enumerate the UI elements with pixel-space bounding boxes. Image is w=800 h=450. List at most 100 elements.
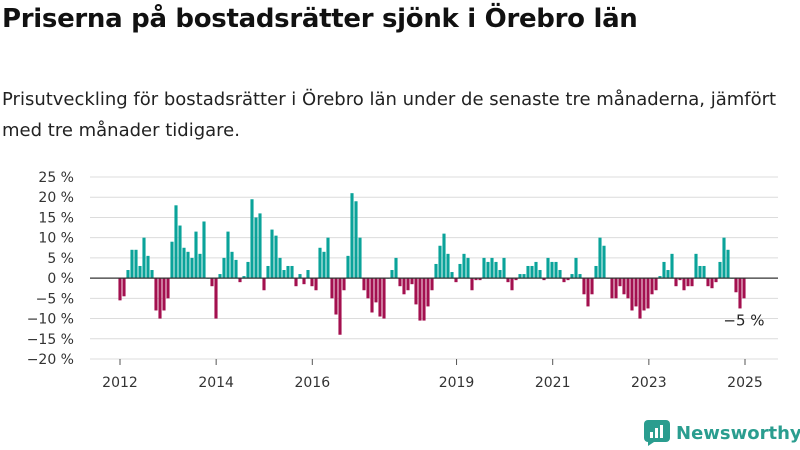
bar [566, 278, 570, 281]
bar [350, 193, 354, 279]
bar [534, 261, 538, 279]
bar [690, 278, 694, 287]
bar [674, 278, 678, 287]
bar [526, 265, 530, 279]
bar [454, 278, 458, 283]
bar [478, 278, 482, 281]
bar [702, 265, 706, 279]
x-tick-label: 2021 [535, 375, 571, 391]
bar [634, 278, 638, 307]
bar [618, 278, 622, 287]
bar [334, 278, 338, 315]
bar [514, 278, 518, 281]
bar [278, 257, 282, 279]
bar [614, 278, 618, 299]
bar [522, 274, 526, 279]
bar [154, 278, 158, 311]
bar [642, 278, 646, 311]
bar [394, 257, 398, 279]
x-tick-label: 2023 [631, 375, 667, 391]
bar [602, 245, 606, 279]
bar [254, 217, 258, 279]
bar [530, 265, 534, 279]
bar [438, 245, 442, 279]
bar [314, 278, 318, 291]
y-tick-label: 20 % [38, 190, 74, 206]
bar [426, 278, 430, 307]
bar [714, 278, 718, 283]
bar [490, 257, 494, 279]
bar [178, 225, 182, 279]
bar [210, 278, 214, 287]
bar [678, 278, 682, 281]
bar [694, 253, 698, 279]
annotations: −5 % [723, 311, 764, 329]
last-value-label: −5 % [723, 311, 764, 329]
bar [718, 261, 722, 279]
bar [562, 278, 566, 283]
bar [462, 253, 466, 279]
bar [194, 231, 198, 279]
bar [126, 270, 130, 279]
y-axis-ticks: 25 % 20 % 15 % 10 % 5 % 0 % −5 % −10 % −15 % −20 … [27, 170, 74, 368]
bar [150, 270, 154, 279]
bar [322, 251, 326, 279]
bar [450, 272, 454, 279]
bar [250, 199, 254, 279]
bar [218, 274, 222, 279]
bar [274, 235, 278, 279]
bar [138, 265, 142, 279]
bar [646, 278, 650, 309]
bar [346, 255, 350, 279]
bar [698, 265, 702, 279]
bar [510, 278, 514, 291]
bar [294, 278, 298, 287]
bar [286, 265, 290, 279]
bar [378, 278, 382, 317]
bar [498, 270, 502, 279]
bar [654, 278, 658, 291]
bar [266, 265, 270, 279]
bar [306, 270, 310, 279]
bar [710, 278, 714, 289]
bar [502, 257, 506, 279]
bar [734, 278, 738, 293]
bar [598, 237, 602, 279]
bar [118, 278, 122, 301]
bar [130, 249, 134, 279]
bar [270, 229, 274, 279]
y-tick-label: −20 % [27, 352, 74, 368]
y-tick-label: −5 % [36, 291, 74, 307]
bar [686, 278, 690, 287]
chart-title: Priserna på bostadsrätter sjönk i Örebro… [2, 4, 638, 34]
bar [222, 257, 226, 279]
bar [358, 237, 362, 279]
brand-logo: Newsworthy [644, 420, 800, 446]
y-tick-label: 5 % [47, 251, 74, 267]
bar [550, 261, 554, 279]
bar [518, 274, 522, 279]
bar [434, 263, 438, 279]
chart-subtitle: Prisutveckling för bostadsrätter i Örebr… [2, 89, 777, 141]
bar [446, 253, 450, 279]
bar [418, 278, 422, 321]
bar [586, 278, 590, 307]
bar [542, 278, 546, 281]
bar [466, 257, 470, 279]
bar [390, 270, 394, 279]
bar [186, 251, 190, 279]
bar [170, 241, 174, 279]
bar [430, 278, 434, 291]
bar [738, 278, 742, 309]
bar [626, 278, 630, 299]
bar [190, 257, 194, 279]
bar [374, 278, 378, 303]
bar [330, 278, 334, 299]
x-tick-label: 2025 [727, 375, 763, 391]
bar [162, 278, 166, 311]
bar [158, 278, 162, 319]
bar [570, 274, 574, 279]
bar [630, 278, 634, 311]
bar [246, 261, 250, 279]
bar [722, 237, 726, 279]
